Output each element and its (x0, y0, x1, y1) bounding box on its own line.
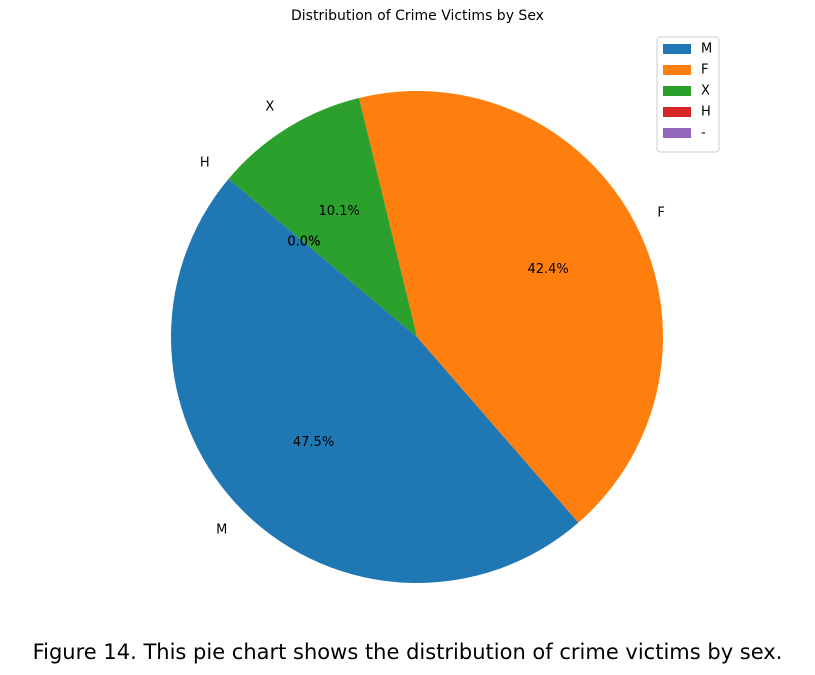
legend-label-H: H (701, 105, 711, 120)
slice-label-H: H (200, 156, 210, 171)
pct-label-M: 47.5% (293, 435, 334, 450)
legend-swatch-H (663, 107, 691, 117)
pct-label-dash: 0.0% (287, 235, 320, 250)
slice-labels: M F X H (200, 100, 665, 538)
slice-label-X: X (265, 100, 274, 115)
pct-label-H: 0.0% (287, 235, 320, 250)
slice-label-F: F (657, 205, 664, 220)
pct-label-X: 10.1% (319, 204, 360, 219)
pct-label-F: 42.4% (527, 262, 568, 277)
legend-label-M: M (701, 42, 712, 57)
legend-swatch-M (663, 44, 691, 54)
legend-swatch-X (663, 86, 691, 96)
pie-slice-M (171, 178, 579, 583)
slice-label-M: M (216, 523, 227, 538)
legend-label-X: X (701, 84, 710, 99)
pie-slices (171, 91, 663, 583)
chart-title: Distribution of Crime Victims by Sex (291, 8, 544, 24)
legend-label-F: F (701, 63, 708, 78)
percentage-labels: 47.5%42.4%10.1%0.0%0.0% (287, 204, 568, 450)
figure-caption: Figure 14. This pie chart shows the dist… (32, 640, 783, 664)
legend-swatch-F (663, 65, 691, 75)
pie-slice-X (228, 97, 417, 337)
legend-swatch-dash (663, 128, 691, 138)
legend-label-dash: - (701, 126, 706, 141)
pie-slice-F (358, 91, 663, 523)
